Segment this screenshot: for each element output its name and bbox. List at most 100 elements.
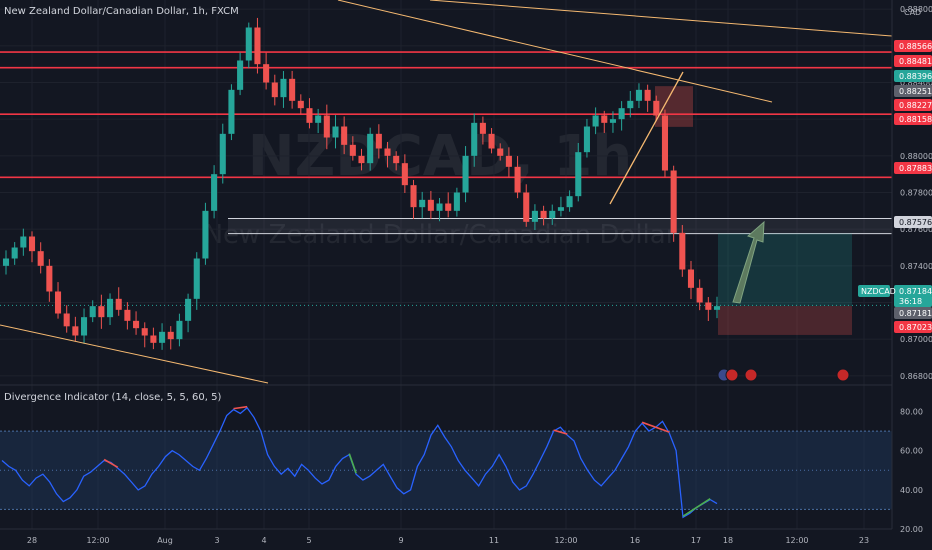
candle-body — [670, 170, 677, 233]
price-tag — [894, 285, 932, 297]
price-tag — [894, 321, 932, 333]
time-tick-label: 4 — [261, 536, 266, 545]
candle-body — [375, 133, 382, 149]
price-tag — [894, 162, 932, 174]
candle-body — [28, 236, 36, 252]
drawing-overlays[interactable] — [0, 51, 892, 335]
candle-body — [54, 291, 62, 314]
watermark-symbol: NZDCAD, 1h — [248, 124, 632, 189]
divergence-line — [641, 421, 670, 433]
time-tick-label: 12:00 — [554, 536, 577, 545]
projection-arrow-icon[interactable] — [732, 220, 765, 304]
watermark-name: New Zealand Dollar/Canadian Dollar — [204, 220, 677, 250]
symbol-tag-label: NZDCAD — [861, 287, 896, 296]
stop-loss-zone[interactable] — [718, 305, 852, 335]
candle-body — [393, 155, 400, 164]
sell-zone[interactable] — [655, 86, 693, 127]
candle-body — [601, 115, 608, 123]
candle-body — [705, 302, 712, 310]
candle-body — [46, 265, 53, 292]
candle-body — [523, 192, 530, 222]
time-tick-label: 23 — [859, 536, 869, 545]
candle-body — [427, 199, 434, 211]
candle-body — [271, 82, 278, 98]
candle-body — [193, 258, 200, 299]
candle-body — [488, 133, 495, 149]
candle-body — [315, 115, 322, 123]
price-tag — [894, 40, 932, 52]
price-tick-label: 0.88400 — [900, 79, 932, 88]
candle-body — [436, 203, 443, 211]
candle-body — [115, 298, 122, 310]
price-tick-label: 0.87800 — [900, 189, 932, 198]
candle-body — [37, 251, 44, 266]
indicator-tick-label: 80.00 — [900, 408, 923, 417]
candle-body — [323, 115, 330, 138]
candle-body — [98, 306, 105, 318]
candle-body — [679, 232, 686, 270]
candle-body — [89, 306, 96, 318]
price-tag-label: 0.88227 — [899, 101, 932, 110]
price-tag — [894, 307, 932, 319]
symbol-tag — [858, 285, 890, 297]
candle-body — [20, 236, 27, 248]
divergence-line — [103, 458, 119, 469]
candle-body — [306, 108, 313, 123]
time-axis-bg[interactable] — [0, 529, 932, 550]
support-zone[interactable] — [228, 218, 892, 234]
price-tag-label: 0.88158 — [899, 115, 932, 124]
candle-body — [453, 192, 460, 211]
candle-body — [644, 89, 651, 101]
candle-body — [2, 258, 10, 266]
candle-body — [635, 89, 642, 101]
flag-ca-icon[interactable] — [725, 368, 739, 382]
price-tag — [894, 55, 932, 67]
candle-body — [237, 60, 244, 90]
rising-wedge-line[interactable] — [609, 71, 684, 205]
economic-events[interactable] — [717, 368, 850, 382]
divergence-line — [682, 497, 711, 517]
grid-lines — [0, 0, 892, 529]
price-tag — [894, 99, 932, 111]
flag-ca-icon[interactable] — [744, 368, 758, 382]
candle-body — [592, 115, 599, 127]
candle-body — [245, 27, 252, 61]
time-tick-label: Aug — [157, 536, 173, 545]
candle-body — [341, 126, 348, 145]
candle-body — [219, 133, 226, 175]
indicator-axis: 80.00 60.00 40.00 20.00 — [900, 408, 923, 534]
price-tag-label: 36:18 — [899, 297, 922, 306]
candle-body — [349, 144, 356, 156]
lower-trendline[interactable] — [0, 324, 269, 384]
price-tag-label: 0.88566 — [899, 42, 932, 51]
price-tick-label: 0.87000 — [900, 335, 932, 344]
candle-body — [410, 185, 417, 208]
trend-drawings[interactable] — [0, 0, 893, 384]
time-tick-label: 5 — [306, 536, 311, 545]
candle-body — [609, 119, 616, 123]
candle-body — [358, 155, 365, 164]
top-trendline[interactable] — [429, 0, 893, 37]
candle-body — [384, 148, 391, 156]
price-tag-label: 0.87184 — [899, 287, 932, 296]
price-tag-label: 0.88396 — [899, 72, 932, 81]
chart-title: New Zealand Dollar/Canadian Dollar, 1h, … — [4, 6, 239, 17]
candle-body — [696, 287, 703, 303]
candlestick-series — [2, 17, 721, 350]
time-tick-label: 12:00 — [86, 536, 109, 545]
candle-body — [167, 331, 174, 340]
price-tag-label: 0.87576 — [899, 218, 932, 227]
flag-ca-icon[interactable] — [836, 368, 850, 382]
divergence-line — [233, 405, 248, 410]
divergence-indicator-pane — [0, 405, 892, 519]
candle-body — [228, 89, 235, 134]
price-tag — [894, 85, 932, 97]
candle-body — [263, 64, 270, 83]
candle-body — [566, 196, 573, 208]
candle-body — [211, 174, 218, 211]
upper-trendline[interactable] — [337, 0, 773, 103]
indicator-tick-label: 60.00 — [900, 447, 923, 456]
divergence-line — [553, 429, 568, 435]
price-tag-label: 0.88251 — [899, 87, 932, 96]
